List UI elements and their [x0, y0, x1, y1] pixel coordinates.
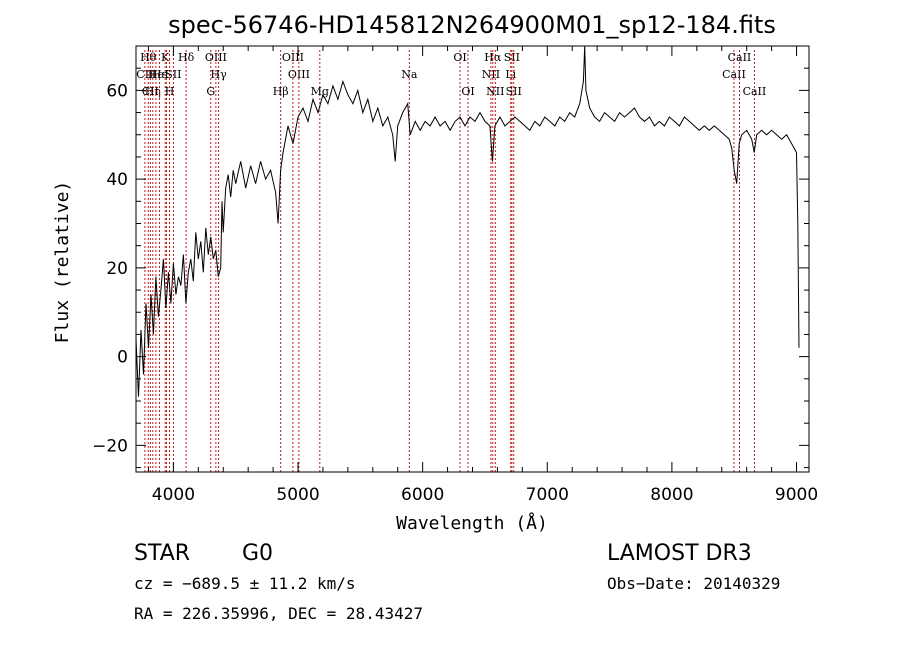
line-label: CaII — [728, 51, 752, 64]
line-label: Li — [505, 68, 516, 81]
line-label: NII — [486, 85, 504, 98]
x-tick-label: 8000 — [650, 485, 693, 505]
line-label: Hβ — [273, 85, 289, 98]
line-label: CII — [142, 85, 159, 98]
x-axis-label: Wavelength (Å) — [396, 512, 548, 534]
line-label: SII — [165, 68, 181, 81]
line-label: SII — [506, 85, 522, 98]
line-label: I — [164, 68, 168, 81]
survey-name: LAMOST DR3 — [607, 541, 752, 566]
line-label: Hε — [152, 68, 168, 81]
x-tick-label: 6000 — [401, 485, 444, 505]
chart-title: spec-56746-HD145812N264900M01_sp12-184.f… — [168, 11, 776, 39]
y-tick-label: 20 — [106, 259, 128, 279]
line-label: OIII — [205, 51, 227, 64]
line-label: OIII — [282, 51, 304, 64]
y-axis: −20 0 20 40 60 — [92, 45, 809, 469]
line-label: SII — [504, 51, 520, 64]
spectrum-line — [135, 45, 800, 397]
line-label: NII — [482, 68, 500, 81]
x-tick-label: 7000 — [526, 485, 569, 505]
line-label: Hθ — [140, 51, 157, 64]
line-label: CaII — [743, 85, 767, 98]
line-label: OIII — [288, 68, 310, 81]
line-label: Na — [401, 68, 418, 81]
object-subclass: G0 — [242, 541, 273, 566]
line-label: CaII — [722, 68, 746, 81]
y-tick-label: 60 — [106, 81, 128, 101]
x-tick-label: 5000 — [276, 485, 319, 505]
y-tick-label: −20 — [92, 436, 128, 456]
line-label: G — [206, 85, 215, 98]
spectral-line-markers: CIIHθCIIHηHeHεKIHSIIHδGOIIIHγHβOIIIOIIIM… — [136, 50, 766, 472]
line-label: Hα — [484, 51, 502, 64]
object-class: STAR — [134, 541, 190, 566]
line-label: Mg — [311, 85, 329, 98]
line-label: OI — [461, 85, 474, 98]
line-label: K — [161, 51, 170, 64]
line-label: Hη — [145, 85, 161, 98]
redshift-info: cz = −689.5 ± 11.2 km/s — [134, 574, 356, 593]
obs-date: Obs−Date: 20140329 — [607, 574, 780, 593]
y-axis-label: Flux (relative) — [52, 181, 73, 344]
line-label: Hδ — [178, 51, 195, 64]
y-tick-label: 0 — [117, 348, 128, 368]
x-axis: 4000 5000 6000 7000 8000 9000 — [147, 46, 818, 505]
line-label: OI — [453, 51, 466, 64]
coordinates: RA = 226.35996, DEC = 28.43427 — [134, 604, 423, 623]
line-label: H — [165, 85, 175, 98]
x-tick-label: 4000 — [152, 485, 195, 505]
plot-frame — [135, 45, 810, 473]
line-label: CII — [136, 68, 153, 81]
y-tick-label: 40 — [106, 170, 128, 190]
line-label: Hγ — [211, 68, 228, 81]
x-tick-label: 9000 — [775, 485, 818, 505]
